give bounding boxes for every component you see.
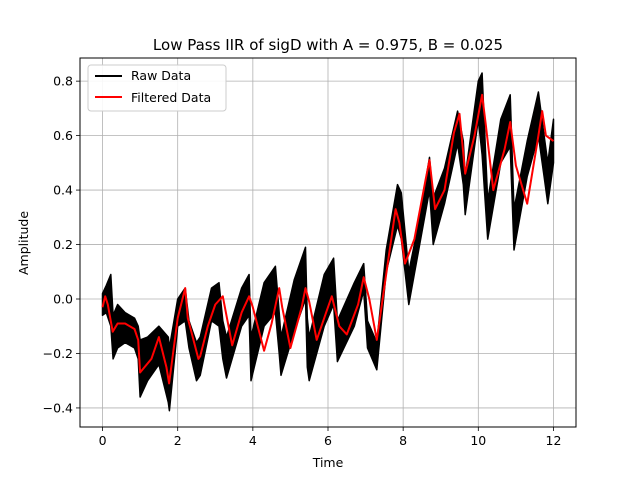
y-tick-label: −0.4 <box>43 400 73 415</box>
x-tick-label: 8 <box>399 433 407 448</box>
y-axis-label: Amplitude <box>16 211 31 275</box>
x-tick-label: 12 <box>546 433 562 448</box>
chart-title: Low Pass IIR of sigD with A = 0.975, B =… <box>153 36 503 54</box>
x-axis-label: Time <box>312 455 344 470</box>
legend-box <box>87 64 227 112</box>
y-tick-label: 0.6 <box>53 128 73 143</box>
y-tick-label: 0.2 <box>53 237 73 252</box>
y-axis: −0.4 −0.2 0.0 0.2 0.4 0.6 0.8 <box>43 74 80 415</box>
legend-label-raw-data: Raw Data <box>131 68 191 83</box>
y-tick-label: 0.8 <box>53 74 73 89</box>
x-tick-label: 10 <box>470 433 486 448</box>
series-filtered-data-line <box>101 93 555 385</box>
y-tick-label: 0.4 <box>53 183 73 198</box>
legend: Raw Data Filtered Data <box>87 64 227 112</box>
legend-label-filtered-data: Filtered Data <box>131 90 211 105</box>
x-tick-label: 4 <box>249 433 257 448</box>
y-tick-label: 0.0 <box>53 292 73 307</box>
series-raw-data-band <box>101 72 555 412</box>
x-tick-label: 2 <box>174 433 182 448</box>
y-tick-label: −0.2 <box>43 346 73 361</box>
plot-area <box>101 72 555 412</box>
x-tick-label: 0 <box>99 433 107 448</box>
x-axis: 0 2 4 6 8 10 12 <box>99 427 562 448</box>
x-tick-label: 6 <box>324 433 332 448</box>
